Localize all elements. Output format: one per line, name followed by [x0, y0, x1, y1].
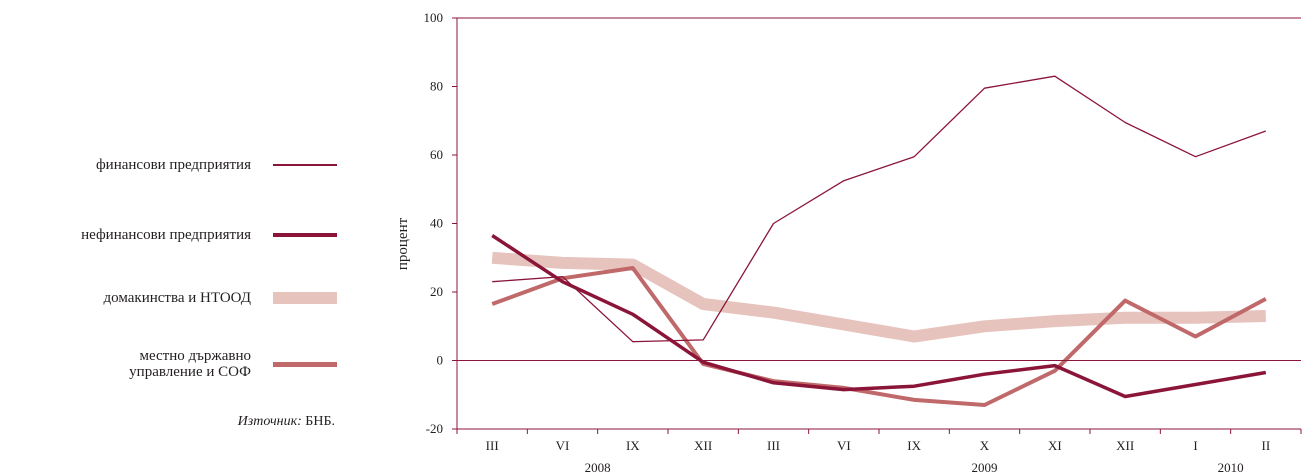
x-tick-label: I [1193, 438, 1197, 453]
year-label: 2009 [972, 460, 998, 475]
legend: финансови предприятия нефинансови предпр… [0, 0, 345, 476]
source-note: Източник: БНБ. [238, 414, 335, 430]
legend-swatch-financial [273, 164, 337, 166]
y-tick-label: 40 [430, 216, 443, 231]
legend-item-households: домакинства и НТООД [104, 290, 337, 306]
legend-label-nonfinancial: нефинансови предприятия [81, 227, 251, 243]
legend-swatch-nonfinancial [273, 233, 337, 237]
legend-label-households: домакинства и НТООД [103, 290, 251, 306]
legend-label-government-line1: местно държавно [139, 348, 251, 364]
year-label: 2010 [1218, 460, 1244, 475]
source-text: БНБ. [305, 414, 335, 429]
x-tick-label: IX [626, 438, 640, 453]
y-tick-label: 100 [424, 10, 444, 25]
series-line-0 [492, 75, 1267, 343]
y-tick-label: 60 [430, 147, 443, 162]
legend-label-financial: финансови предприятия [95, 157, 251, 173]
series-line-2 [491, 251, 1266, 343]
x-tick-label: X [980, 438, 990, 453]
legend-label-government: местно държавно управление и СОФ [129, 348, 251, 380]
legend-swatch-households [273, 292, 337, 304]
legend-item-nonfinancial: нефинансови предприятия [81, 227, 337, 243]
source-prefix: Източник: [237, 414, 302, 429]
y-tick-label: -20 [426, 421, 443, 436]
x-tick-label: III [486, 438, 499, 453]
y-tick-label: 0 [437, 353, 444, 368]
x-tick-label: IX [907, 438, 921, 453]
legend-item-financial: финансови предприятия [96, 157, 337, 173]
y-axis-label: процент [395, 217, 411, 270]
y-tick-label: 20 [430, 284, 443, 299]
x-tick-label: XI [1048, 438, 1062, 453]
x-tick-label: II [1261, 438, 1270, 453]
legend-swatch-government [273, 361, 337, 367]
year-label: 2008 [585, 460, 611, 475]
legend-item-government: местно държавно управление и СОФ [129, 348, 337, 380]
series-line-3 [491, 266, 1267, 407]
x-tick-label: VI [556, 438, 570, 453]
x-tick-label: VI [837, 438, 851, 453]
x-tick-label: XII [1116, 438, 1134, 453]
y-tick-label: 80 [430, 79, 443, 94]
x-tick-label: XII [694, 438, 712, 453]
series-line-1 [491, 234, 1267, 399]
series-layer [491, 75, 1267, 407]
legend-label-government-line2: управление и СОФ [129, 364, 251, 380]
x-tick-label: III [767, 438, 780, 453]
